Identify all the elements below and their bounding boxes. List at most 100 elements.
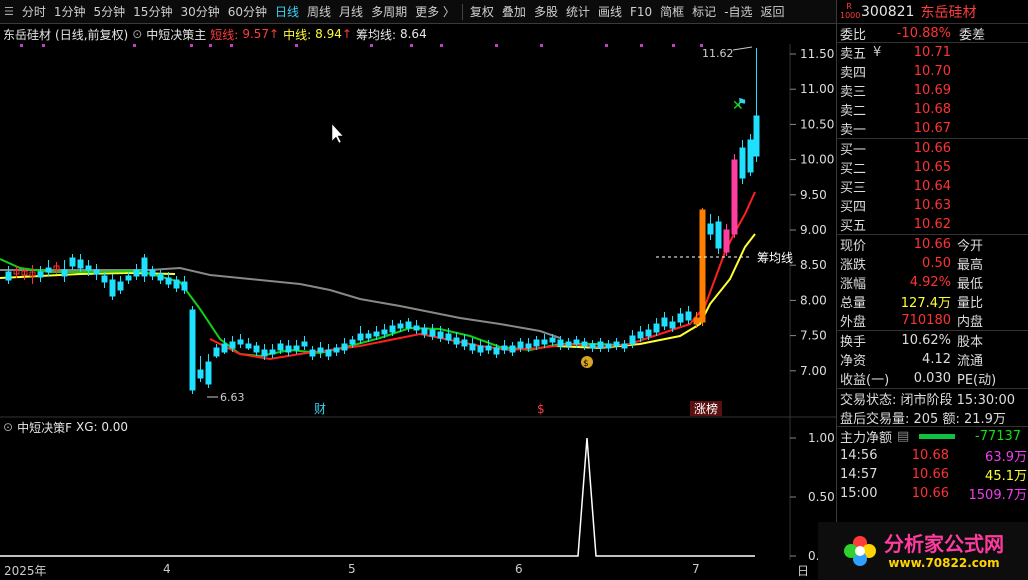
bid-row[interactable]: 买一 10.66 — [840, 141, 951, 158]
tab-1min[interactable]: 1分钟 — [53, 4, 86, 19]
mark-button[interactable]: 标记 — [692, 4, 717, 19]
tab-multi-period[interactable]: 多周期 — [371, 4, 408, 19]
tab-15min[interactable]: 15分钟 — [133, 4, 173, 19]
price-tick-label: 8.00 — [800, 293, 827, 307]
money-bag-icon[interactable] — [581, 356, 593, 368]
candle — [109, 279, 116, 297]
stat-row[interactable]: 涨幅 4.92% 最低 — [840, 275, 984, 292]
ask-row[interactable]: 卖四 10.70 — [840, 64, 951, 81]
candle — [53, 265, 60, 271]
candle — [29, 271, 36, 277]
finance-event-label[interactable]: 财 — [314, 402, 326, 416]
candle — [37, 271, 44, 278]
candle — [477, 345, 484, 353]
candle — [549, 337, 556, 343]
stat-row[interactable]: 净资 4.12 流通 — [840, 352, 984, 369]
candle — [365, 333, 372, 339]
candle — [453, 337, 460, 345]
candle — [373, 331, 380, 337]
lower-indicator-legend: ⊙ 中短决策F XG: 0.00 — [0, 417, 790, 437]
cross-signal-icon[interactable]: ✕ — [732, 98, 744, 114]
tab-30min[interactable]: 30分钟 — [180, 4, 220, 19]
tab-daily[interactable]: 日线 — [275, 4, 300, 19]
candle — [309, 349, 316, 357]
indicator-menu-icon[interactable]: ⊙ — [132, 27, 143, 41]
lower-menu-icon[interactable]: ⊙ — [3, 420, 14, 434]
ask-row[interactable]: 卖一 10.67 — [840, 121, 951, 138]
signal-mark — [672, 44, 675, 47]
candle — [93, 269, 100, 275]
bid-row[interactable]: 买五 10.62 — [840, 217, 951, 234]
tick-row[interactable]: 14:56 10.68 63.9万 — [840, 448, 1027, 465]
flow-bar — [919, 434, 955, 439]
stat-row[interactable]: 涨跌 0.50 最高 — [840, 256, 984, 273]
quote-stats: 现价 10.66 今开 涨跌 0.50 最高 涨幅 4.92% 最低 总量 127.4万 量比 外盘 71… — [837, 235, 1028, 331]
tab-60min[interactable]: 60分钟 — [227, 4, 268, 19]
candle — [677, 313, 684, 323]
main-flow-row: 主力净额 ▤ -77137 — [840, 429, 1022, 446]
tick-list: 14:56 10.68 63.9万 14:57 10.66 45.1万 15:00 10.66… — [837, 446, 1028, 503]
stat-row[interactable]: 外盘 710180 内盘 — [840, 313, 984, 330]
remove-watchlist-button[interactable]: -自选 — [724, 4, 753, 19]
candle — [413, 325, 420, 331]
candle — [437, 331, 444, 339]
x-label-apr: 4 — [163, 562, 171, 576]
svg-text:$: $ — [583, 359, 589, 369]
stats-button[interactable]: 统计 — [565, 4, 590, 19]
candle — [229, 341, 236, 349]
candle — [197, 369, 204, 379]
stat-row[interactable]: 现价 10.66 今开 — [840, 237, 984, 254]
overlay-button[interactable]: 叠加 — [501, 4, 526, 19]
candle — [645, 329, 652, 337]
flag-signal-icon[interactable]: ⚑ — [737, 96, 747, 109]
lower-indicator-name[interactable]: 中短决策F — [17, 420, 72, 435]
flow-table-icon[interactable]: ▤ — [897, 429, 910, 444]
tick-row[interactable]: 14:57 10.66 45.1万 — [840, 467, 1027, 484]
candle — [461, 339, 468, 347]
multi-stock-button[interactable]: 多股 — [533, 4, 558, 19]
signal-mark — [190, 44, 193, 47]
simple-frame-button[interactable]: 简框 — [660, 4, 685, 19]
bid-row[interactable]: 买四 10.63 — [840, 198, 951, 215]
candle — [317, 347, 324, 353]
tab-5min[interactable]: 5分钟 — [93, 4, 126, 19]
candle — [605, 343, 612, 349]
indicator-name[interactable]: 中短决策主 — [146, 27, 207, 42]
collapse-icon[interactable]: ☰ — [4, 5, 14, 18]
bid-row[interactable]: 买三 10.64 — [840, 179, 951, 196]
tab-weekly[interactable]: 周线 — [307, 4, 332, 19]
dividend-event-label[interactable]: $ — [537, 402, 545, 416]
candlestick-chart[interactable]: 11.50 11.00 10.50 10.00 9.50 9.00 8.50 8.00 7.50… — [0, 44, 836, 560]
low-price-label: 6.63 — [220, 391, 245, 404]
period-indicator[interactable]: 日线 — [797, 564, 810, 578]
tab-more[interactable]: 更多 〉 — [415, 4, 455, 19]
tick-row[interactable]: 15:00 10.66 1509.7万 — [840, 486, 1027, 503]
ask-book: 卖五 ¥10.71 卖四 10.70 卖三 10.69 卖二 10.68 卖一 10.67 — [837, 43, 1028, 139]
chip-average-line — [0, 266, 561, 339]
f10-button[interactable]: F10 — [629, 4, 653, 19]
ask-row[interactable]: 卖五 ¥10.71 — [840, 45, 951, 62]
draw-line-button[interactable]: 画线 — [597, 4, 622, 19]
bid-row[interactable]: 买二 10.65 — [840, 160, 951, 177]
candle — [237, 339, 244, 345]
candle — [581, 341, 588, 347]
candle — [533, 339, 540, 347]
ask-row[interactable]: 卖二 10.68 — [840, 102, 951, 119]
stat-row[interactable]: 收益(一) 0.030 PE(动) — [840, 371, 997, 388]
tab-monthly[interactable]: 月线 — [339, 4, 364, 19]
chart-mode: (日线,前复权) — [55, 27, 129, 42]
candle — [493, 347, 500, 355]
candle — [45, 267, 52, 273]
tab-fenshi[interactable]: 分时 — [21, 4, 46, 19]
back-button[interactable]: 返回 — [760, 4, 785, 19]
hot-list-label[interactable]: 涨榜 — [694, 401, 718, 416]
fuquan-button[interactable]: 复权 — [469, 4, 494, 19]
candle — [277, 343, 284, 351]
stat-row[interactable]: 总量 127.4万 量比 — [840, 296, 984, 311]
candle — [61, 269, 68, 277]
ask-row[interactable]: 卖三 10.69 — [840, 83, 951, 100]
signal-mark — [605, 44, 608, 47]
stat-row[interactable]: 换手 10.62% 股本 — [840, 333, 984, 350]
candle — [205, 361, 212, 385]
candle — [565, 341, 572, 347]
